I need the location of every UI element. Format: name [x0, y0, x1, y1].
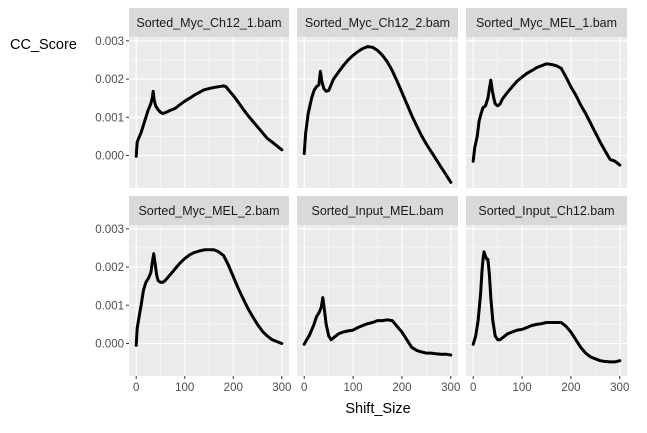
- x-tick-label: 0: [133, 382, 139, 394]
- facet-title: Sorted_Myc_MEL_1.bam: [476, 16, 617, 30]
- series-line: [134, 84, 284, 158]
- series-line: [471, 62, 622, 167]
- facet-strip: [297, 196, 458, 225]
- x-tick-label: 0: [301, 382, 307, 394]
- series-line: [134, 248, 284, 347]
- facet-title: Sorted_Myc_Ch12_2.bam: [305, 16, 450, 30]
- y-tick-label: 0.002: [95, 262, 124, 274]
- x-tick-label: 200: [224, 382, 243, 394]
- facet-title: Sorted_Input_MEL.bam: [311, 204, 443, 218]
- y-tick-label: 0.003: [95, 36, 124, 48]
- x-axis-title: Shift_Size: [345, 401, 410, 417]
- x-tick-label: 300: [441, 382, 460, 394]
- x-tick-label: 100: [343, 382, 362, 394]
- y-tick-label: 0.000: [95, 151, 124, 163]
- facet-strip: [129, 8, 289, 37]
- x-tick-label: 300: [272, 382, 291, 394]
- facet-strip: [466, 196, 627, 225]
- x-tick-label: 300: [610, 382, 629, 394]
- facet-title: Sorted_Myc_MEL_2.bam: [138, 204, 279, 218]
- facet-title: Sorted_Myc_Ch12_1.bam: [136, 16, 281, 30]
- y-tick-label: 0.000: [95, 339, 124, 351]
- x-tick-label: 100: [175, 382, 194, 394]
- y-tick-label: 0.001: [95, 112, 124, 124]
- series-line: [302, 45, 453, 184]
- y-tick-label: 0.002: [95, 74, 124, 86]
- series-line: [302, 296, 453, 357]
- x-tick-label: 100: [512, 382, 531, 394]
- x-tick-label: 200: [392, 382, 411, 394]
- x-tick-label: 0: [470, 382, 476, 394]
- y-tick-label: 0.003: [95, 224, 124, 236]
- facet-title: Sorted_Input_Ch12.bam: [478, 204, 614, 218]
- facet-strip: [466, 8, 627, 37]
- x-tick-label: 200: [561, 382, 580, 394]
- y-axis-title: CC_Score: [10, 37, 77, 53]
- facet-strip: [297, 8, 458, 37]
- facet-strip: [129, 196, 289, 225]
- y-tick-label: 0.001: [95, 300, 124, 312]
- series-line: [471, 250, 622, 364]
